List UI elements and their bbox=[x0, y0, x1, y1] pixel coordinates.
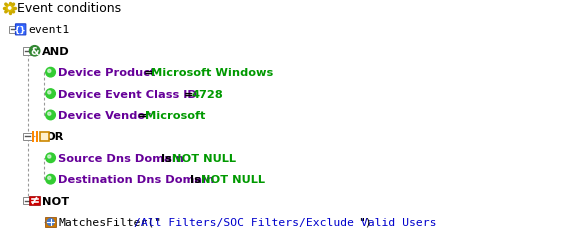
Circle shape bbox=[46, 153, 55, 163]
Text: event1: event1 bbox=[28, 25, 69, 35]
Circle shape bbox=[48, 155, 51, 158]
Bar bbox=[30, 196, 40, 205]
Bar bbox=[45, 217, 56, 227]
Bar bbox=[23, 133, 32, 141]
Circle shape bbox=[46, 68, 55, 78]
Bar bbox=[31, 132, 34, 142]
Text: MatchesFilter(": MatchesFilter(" bbox=[58, 217, 161, 227]
Text: Device Vendor: Device Vendor bbox=[58, 110, 151, 120]
Text: 4728: 4728 bbox=[191, 89, 223, 99]
Text: NOT NULL: NOT NULL bbox=[172, 153, 236, 163]
Text: {}: {} bbox=[15, 26, 27, 35]
Text: "): ") bbox=[359, 217, 372, 227]
Text: Is: Is bbox=[157, 153, 176, 163]
FancyBboxPatch shape bbox=[41, 132, 49, 141]
Text: Device Event Class ID: Device Event Class ID bbox=[58, 89, 197, 99]
Text: Is: Is bbox=[186, 174, 205, 184]
Circle shape bbox=[6, 6, 13, 12]
Text: =: = bbox=[140, 68, 157, 78]
Text: Device Product: Device Product bbox=[58, 68, 155, 78]
Text: NOT NULL: NOT NULL bbox=[201, 174, 265, 184]
Circle shape bbox=[47, 219, 54, 225]
Bar bbox=[36, 132, 38, 142]
Bar bbox=[23, 197, 32, 204]
Circle shape bbox=[48, 177, 51, 180]
Text: OR: OR bbox=[45, 132, 63, 142]
Text: =: = bbox=[180, 89, 198, 99]
Text: NOT: NOT bbox=[42, 196, 69, 206]
Bar bbox=[23, 48, 32, 55]
Circle shape bbox=[30, 46, 40, 57]
Text: Destination Dns Domain: Destination Dns Domain bbox=[58, 174, 214, 184]
Circle shape bbox=[48, 113, 51, 116]
Text: =: = bbox=[134, 110, 151, 120]
Circle shape bbox=[48, 91, 51, 94]
Bar bbox=[9, 27, 18, 34]
Text: Microsoft: Microsoft bbox=[145, 110, 205, 120]
Text: /All Filters/SOC Filters/Exclude Valid Users: /All Filters/SOC Filters/Exclude Valid U… bbox=[134, 217, 437, 227]
Circle shape bbox=[46, 111, 55, 120]
Circle shape bbox=[9, 8, 11, 10]
Circle shape bbox=[48, 70, 51, 73]
Text: Source Dns Domain: Source Dns Domain bbox=[58, 153, 184, 163]
Text: Microsoft Windows: Microsoft Windows bbox=[151, 68, 273, 78]
Circle shape bbox=[46, 175, 55, 184]
Text: &: & bbox=[30, 46, 39, 56]
Text: Event conditions: Event conditions bbox=[17, 3, 121, 15]
FancyBboxPatch shape bbox=[16, 25, 26, 36]
Text: AND: AND bbox=[42, 46, 70, 57]
Circle shape bbox=[46, 89, 55, 99]
